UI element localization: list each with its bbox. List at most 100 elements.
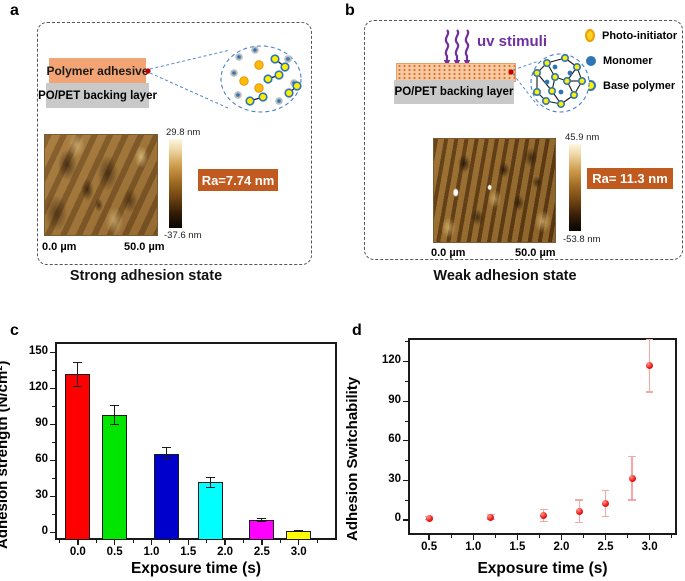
y-axis-tick	[50, 460, 55, 462]
adhesive-layer-label: Polymer adhesive	[46, 63, 149, 78]
panel-b-label: b	[345, 2, 355, 19]
y-axis-minor-tick	[405, 341, 408, 343]
error-bar-cap-bottom	[110, 424, 120, 426]
x-axis-tick-label: 1.5	[180, 546, 197, 558]
adhesive-layer-b	[396, 63, 516, 82]
y-axis-tick-label: 120	[28, 381, 48, 394]
afm-x-end-a: 50.0 µm	[124, 241, 165, 253]
bar-chart-y-title: Adhesion strength (N/cm²)	[0, 360, 11, 549]
crosslink-network-nodes	[532, 54, 587, 108]
x-axis-tick-label: 2.5	[253, 546, 270, 558]
afm-scale-min-b: -53.8 nm	[563, 234, 601, 245]
x-axis-tick	[187, 540, 189, 545]
legend-label-photo-initiator: Photo-initiator	[602, 29, 678, 42]
x-axis-tick-label: 1.5	[509, 541, 526, 553]
error-bar-cap-top	[205, 477, 215, 479]
y-axis-tick	[50, 532, 55, 534]
data-point	[575, 507, 583, 515]
y-axis-minor-tick	[52, 478, 55, 480]
x-axis-tick-label: 2.0	[217, 546, 234, 558]
y-axis-tick-label: 60	[35, 453, 48, 466]
legend-item-monomer: Monomer	[585, 48, 677, 73]
y-axis-tick	[50, 352, 55, 354]
error-bar-cap-bottom	[205, 486, 215, 488]
panel-a-label: a	[10, 2, 19, 19]
x-axis-tick	[77, 540, 79, 545]
y-axis-minor-tick	[405, 380, 408, 382]
error-bar	[261, 518, 263, 522]
y-axis-tick-label: 0	[41, 525, 48, 538]
error-bar-cap-bottom	[161, 459, 171, 461]
scatter-x-title: Exposure time (s)	[477, 560, 608, 577]
panel-a-box: Polymer adhesive PO/PET backing layer	[37, 22, 312, 265]
panel-a-caption: Strong adhesion state	[69, 268, 223, 284]
data-point	[487, 513, 495, 521]
y-axis-minor-tick	[52, 514, 55, 516]
y-axis-tick	[403, 519, 408, 521]
error-bar-cap-bottom	[601, 515, 610, 518]
x-axis-tick-label: 2.0	[553, 541, 570, 553]
y-axis-tick-label: 30	[35, 489, 48, 502]
x-axis-tick	[560, 535, 563, 540]
error-bar-cap-top	[110, 405, 120, 407]
y-axis-tick-label: 90	[35, 417, 48, 430]
afm-scale-max-a: 29.8 nm	[166, 127, 201, 138]
error-bar	[165, 447, 167, 460]
y-axis-tick	[403, 361, 408, 363]
afm-x-end-b: 50.0 µm	[515, 247, 556, 259]
x-axis-tick	[298, 540, 300, 545]
y-axis-tick-label: 90	[388, 393, 401, 406]
data-point	[628, 474, 636, 482]
afm-image-b	[433, 138, 556, 243]
panel-c-label: c	[10, 322, 19, 339]
bar	[249, 520, 275, 540]
error-bar-cap-top	[73, 361, 83, 363]
photo-initiator-dots	[239, 60, 264, 93]
x-axis-minor-tick	[169, 540, 171, 543]
y-axis-minor-tick	[405, 420, 408, 422]
magnifier-dot	[145, 68, 151, 74]
x-axis-tick-label: 1.0	[465, 541, 482, 553]
y-axis-minor-tick	[52, 442, 55, 444]
y-axis-tick-label: 0	[394, 512, 401, 525]
y-axis-tick-label: 120	[381, 354, 401, 367]
error-bar-cap-top	[257, 518, 267, 520]
x-axis-tick-label: 1.0	[143, 546, 160, 558]
backing-layer-a: PO/PET backing layer	[38, 83, 157, 108]
afm-scale-max-b: 45.9 nm	[565, 132, 600, 143]
y-axis-tick	[50, 424, 55, 426]
error-bar-cap-bottom	[540, 520, 548, 522]
x-axis-tick	[428, 535, 430, 540]
bar-chart-plot-area: 0.0 0.5 1.0 1.5 2.0 2.5 3.0 0 30 60 90 120 150	[29, 342, 337, 558]
afm-colorbar-b	[569, 144, 581, 231]
error-bar-cap-top	[645, 338, 654, 340]
x-axis-minor-tick	[538, 535, 540, 538]
error-bar-cap-top	[601, 489, 610, 491]
data-point	[646, 362, 654, 370]
x-axis-minor-tick	[95, 540, 97, 543]
error-bar-cap-bottom	[628, 499, 636, 501]
error-bar	[77, 362, 79, 387]
y-axis-minor-tick	[405, 499, 408, 501]
ra-value-a: Ra=7.74 nm	[198, 169, 278, 191]
error-bar-cap-top	[294, 529, 304, 531]
monomer-icon	[586, 55, 596, 66]
y-axis-minor-tick	[52, 370, 55, 372]
x-axis-tick-label: 0.5	[106, 546, 123, 558]
y-axis-tick	[50, 388, 55, 390]
y-axis-tick-label: 30	[388, 472, 401, 485]
x-axis-tick-label: 2.5	[597, 541, 614, 553]
x-axis-tick-label: 0.0	[69, 546, 86, 558]
y-axis-tick	[403, 479, 408, 481]
x-axis-minor-tick	[494, 535, 496, 538]
x-axis-tick-label: 3.0	[290, 546, 307, 558]
x-axis-tick	[472, 535, 474, 540]
error-bar	[114, 405, 116, 425]
bar	[65, 374, 91, 540]
afm-colorbar-a	[169, 139, 182, 228]
panel-d-label: d	[352, 322, 362, 339]
legend-label-monomer: Monomer	[603, 54, 653, 67]
x-axis-tick	[516, 535, 519, 540]
scatter-frame	[408, 338, 677, 535]
y-axis-minor-tick	[405, 460, 408, 462]
